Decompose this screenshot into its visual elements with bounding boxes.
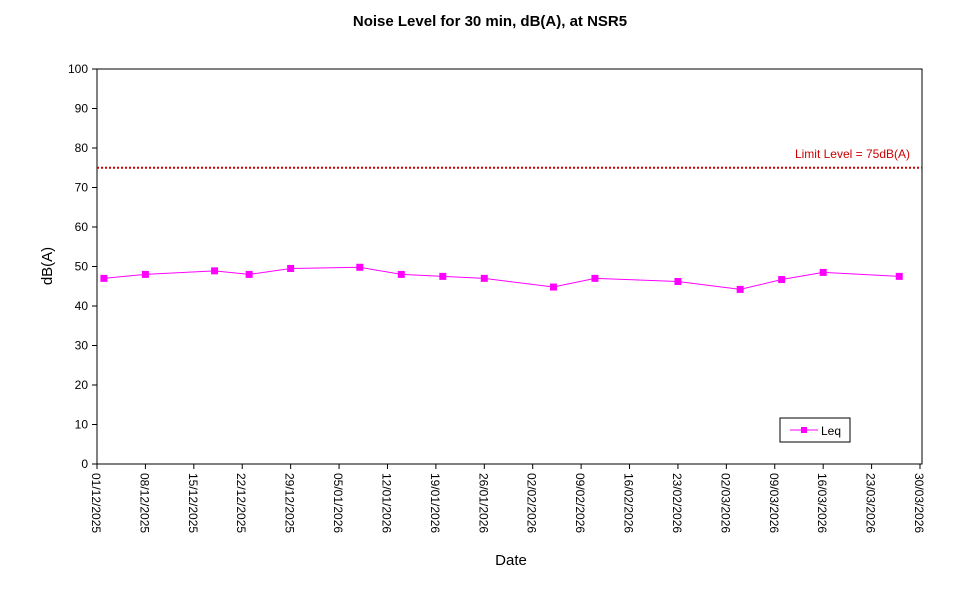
x-tick-label: 23/03/2026 [864,473,878,533]
data-point [211,267,219,275]
data-point [674,278,682,286]
data-point [591,274,599,282]
series-line [103,266,900,290]
x-tick-label: 08/12/2025 [137,473,151,533]
data-point [245,270,253,278]
y-axis-label: dB(A) [39,247,56,285]
y-tick-label: 30 [75,339,89,353]
data-point [439,272,447,280]
x-tick-label: 02/03/2026 [718,473,732,533]
x-tick-label: 29/12/2025 [283,473,297,533]
y-tick-label: 40 [75,299,89,313]
legend-label: Leq [821,424,841,438]
y-tick-label: 0 [81,457,88,471]
data-point [356,263,364,271]
x-tick-label: 12/01/2026 [379,473,393,533]
y-axis: 0 10 20 30 40 50 60 70 80 90 100 [68,62,97,471]
x-tick-label: 05/01/2026 [331,473,345,533]
data-point [141,270,149,278]
data-point [480,274,488,282]
data-point [549,283,557,291]
y-tick-label: 50 [75,260,89,274]
y-tick-label: 20 [75,378,89,392]
x-tick-label: 16/02/2026 [622,473,636,533]
data-point [100,274,108,282]
x-tick-label: 23/02/2026 [670,473,684,533]
x-axis-label: Date [495,552,527,569]
x-tick-label: 30/03/2026 [912,473,926,533]
data-point [819,268,827,276]
y-tick-label: 60 [75,220,89,234]
y-tick-label: 100 [68,62,88,76]
data-point [397,270,405,278]
x-tick-label: 22/12/2025 [234,473,248,533]
series-leq [100,263,903,293]
x-tick-label: 19/01/2026 [428,473,442,533]
x-tick-label: 26/01/2026 [476,473,490,533]
x-tick-label: 09/03/2026 [767,473,781,533]
limit-level-label: Limit Level = 75dB(A) [795,147,910,161]
x-tick-label: 01/12/2025 [89,473,103,533]
x-tick-label: 16/03/2026 [815,473,829,533]
y-tick-label: 80 [75,141,89,155]
data-point [895,272,903,280]
legend: Leq [779,417,851,443]
y-tick-label: 70 [75,181,89,195]
data-point [736,285,744,293]
y-tick-label: 90 [75,102,89,116]
legend-marker [801,427,807,433]
y-tick-label: 10 [75,418,89,432]
plot-area [96,68,923,465]
x-tick-label: 02/02/2026 [525,473,539,533]
x-tick-label: 15/12/2025 [186,473,200,533]
chart-title: Noise Level for 30 min, dB(A), at NSR5 [353,13,627,30]
x-axis: 01/12/2025 08/12/2025 15/12/2025 22/12/2025… [89,464,926,533]
data-point [778,276,786,284]
data-point [287,264,295,272]
x-tick-label: 09/02/2026 [573,473,587,533]
